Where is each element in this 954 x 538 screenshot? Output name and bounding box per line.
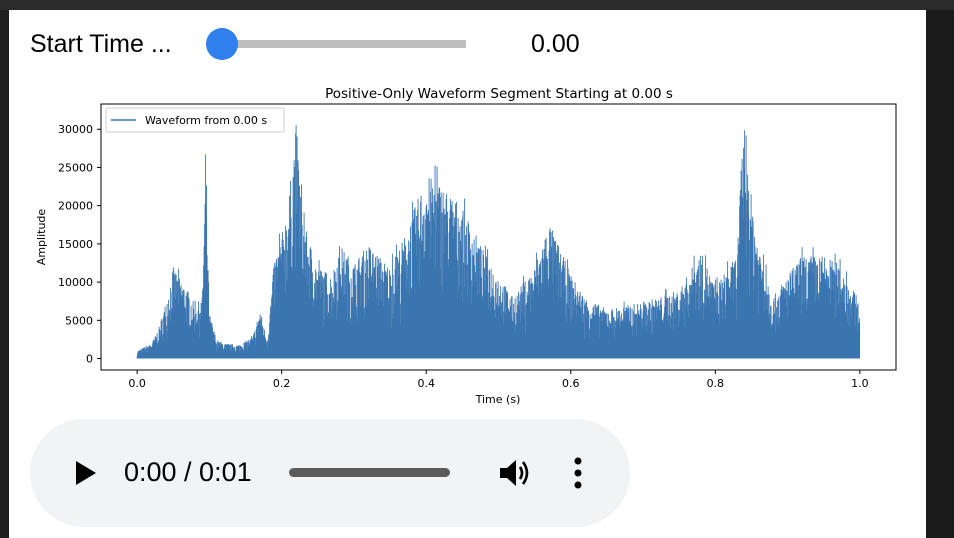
start-time-slider-row: Start Time ... 0.00	[9, 10, 926, 80]
y-tick-label: 15000	[58, 238, 93, 251]
legend-box	[105, 107, 285, 133]
x-tick-label: 0.4	[417, 377, 435, 390]
slider-label: Start Time ...	[30, 30, 172, 58]
play-icon	[76, 461, 96, 485]
right-edge	[926, 10, 954, 538]
play-button[interactable]	[72, 459, 100, 487]
legend: Waveform from 0.00 s	[105, 107, 285, 133]
y-tick-label: 25000	[58, 161, 93, 174]
top-bar	[0, 0, 954, 10]
output-panel: Start Time ... 0.00 Positive-Only Wavefo…	[9, 10, 926, 538]
x-tick-label: 0.6	[562, 377, 580, 390]
audio-progress-bar[interactable]	[289, 468, 450, 477]
x-tick-label: 0.2	[273, 377, 291, 390]
waveform-chart: Positive-Only Waveform Segment Starting …	[35, 86, 897, 406]
y-axis-ticks: 0 5000 10000 15000 20000 25000 30000	[58, 123, 101, 366]
audio-player: 0:00 / 0:01	[30, 419, 630, 527]
chart-title: Positive-Only Waveform Segment Starting …	[325, 86, 673, 102]
y-tick-label: 10000	[58, 276, 93, 289]
legend-label: Waveform from 0.00 s	[145, 114, 267, 127]
more-vert-icon	[574, 457, 582, 489]
more-options-button[interactable]	[569, 455, 587, 491]
volume-button[interactable]	[498, 456, 532, 490]
x-axis-label: Time (s)	[475, 393, 521, 406]
x-tick-label: 1.0	[851, 377, 869, 390]
y-tick-label: 30000	[58, 123, 93, 136]
plot-frame	[100, 103, 897, 371]
y-axis-label: Amplitude	[35, 209, 48, 266]
y-tick-label: 5000	[65, 314, 93, 327]
waveform-series	[136, 125, 861, 359]
y-tick-label: 20000	[58, 200, 93, 213]
x-axis-ticks: 0.0 0.2 0.4 0.6 0.8 1.0	[128, 370, 869, 390]
volume-icon	[500, 460, 529, 486]
x-tick-label: 0.0	[128, 377, 146, 390]
slider-thumb[interactable]	[206, 28, 238, 60]
x-tick-label: 0.8	[707, 377, 725, 390]
audio-time: 0:00 / 0:01	[124, 457, 252, 487]
waveform-area	[136, 125, 861, 359]
y-tick-label: 0	[86, 353, 93, 366]
slider-value: 0.00	[531, 30, 580, 58]
slider-track[interactable]	[221, 40, 466, 48]
